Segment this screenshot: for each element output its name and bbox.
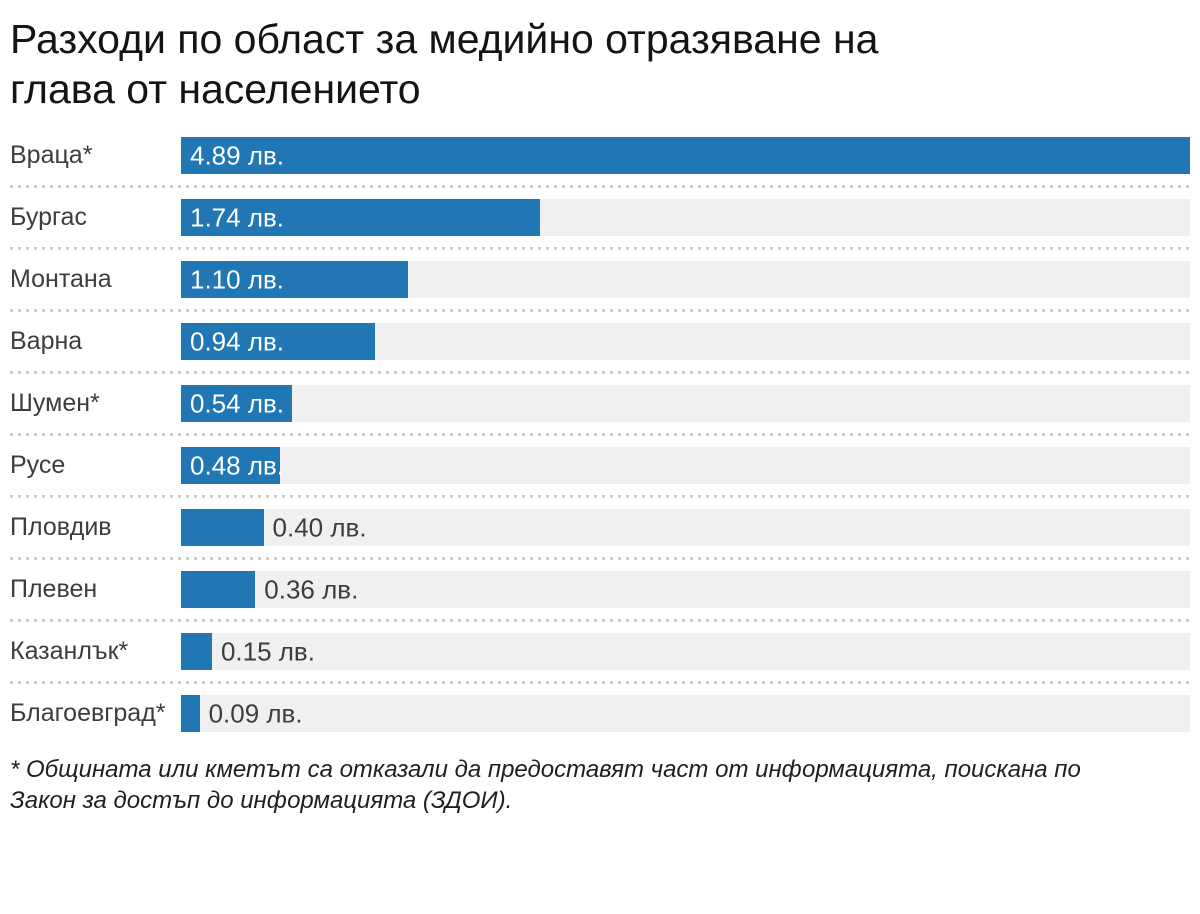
- bar: [181, 199, 541, 236]
- category-label: Пловдив: [10, 513, 112, 541]
- bar-track: 1.10 лв.: [181, 261, 1190, 298]
- category-label: Бургас: [10, 203, 87, 231]
- bar-track: 0.54 лв.: [181, 385, 1190, 422]
- bar-track: 0.48 лв.: [181, 447, 1190, 484]
- bar-track: 0.94 лв.: [181, 323, 1190, 360]
- row-separator: [10, 174, 1190, 199]
- row-separator-line: [10, 247, 1190, 250]
- bar-row: Варна 0.94 лв.: [10, 323, 1190, 360]
- bar: [181, 633, 212, 670]
- bar: [181, 385, 293, 422]
- chart-container: Разходи по област за медийно отразяване …: [0, 14, 1200, 816]
- bar-row: Шумен* 0.54 лв.: [10, 385, 1190, 422]
- category-label: Плевен: [10, 575, 98, 603]
- value-label: 0.36 лв.: [264, 574, 359, 604]
- row-separator-line: [10, 619, 1190, 622]
- bar: [181, 695, 200, 732]
- row-separator-line: [10, 185, 1190, 188]
- value-label: 0.48 лв.: [190, 450, 285, 480]
- footnote-line-2: Закон за достъп до информацията (ЗДОИ).: [10, 787, 513, 814]
- row-separator: [10, 670, 1190, 695]
- bar-row: Благоевград* 0.09 лв.: [10, 695, 1190, 732]
- value-label: 0.15 лв.: [220, 636, 315, 666]
- bar-track: 0.15 лв.: [181, 633, 1190, 670]
- bar-track: 1.74 лв.: [181, 199, 1190, 236]
- row-separator: [10, 484, 1190, 509]
- value-label: 0.94 лв.: [190, 326, 285, 356]
- category-label: Варна: [10, 327, 83, 355]
- row-separator: [10, 422, 1190, 447]
- bar-row: Пловдив 0.40 лв.: [10, 509, 1190, 546]
- row-separator-line: [10, 433, 1190, 436]
- bar-row: Бургас 1.74 лв.: [10, 199, 1190, 236]
- bar-row: Враца* 4.89 лв.: [10, 137, 1190, 174]
- category-label: Благоевград*: [10, 699, 166, 727]
- bar-track: 0.36 лв.: [181, 571, 1190, 608]
- row-separator: [10, 298, 1190, 323]
- bar: [181, 447, 281, 484]
- footnote-line-1: * Общината или кметът са отказали да пре…: [10, 756, 1081, 783]
- footnote: * Общината или кметът са отказали да пре…: [10, 754, 1190, 816]
- bar-row: Русе 0.48 лв.: [10, 447, 1190, 484]
- value-label: 1.74 лв.: [190, 202, 285, 232]
- chart-title: Разходи по област за медийно отразяване …: [10, 14, 1190, 114]
- row-separator-line: [10, 681, 1190, 684]
- row-separator-line: [10, 371, 1190, 374]
- row-separator-line: [10, 309, 1190, 312]
- category-label: Шумен*: [10, 389, 100, 417]
- row-separator: [10, 360, 1190, 385]
- row-separator: [10, 236, 1190, 261]
- bar-row: Плевен 0.36 лв.: [10, 571, 1190, 608]
- value-label: 1.10 лв.: [190, 264, 285, 294]
- bar: [181, 323, 375, 360]
- category-label: Русе: [10, 451, 66, 479]
- bar-track: 4.89 лв.: [181, 137, 1190, 174]
- category-label: Монтана: [10, 265, 112, 293]
- value-label: 0.40 лв.: [272, 512, 367, 542]
- bar: [181, 137, 1190, 174]
- row-separator: [10, 608, 1190, 633]
- chart-title-line-2: глава от населението: [10, 66, 421, 112]
- bar-chart: Враца* 4.89 лв. Бургас 1.74 лв. Монтана 1.10 …: [10, 137, 1190, 732]
- row-separator: [10, 546, 1190, 571]
- bar-track: 0.40 лв.: [181, 509, 1190, 546]
- row-separator-line: [10, 495, 1190, 498]
- bar-row: Монтана 1.10 лв.: [10, 261, 1190, 298]
- bar: [181, 571, 256, 608]
- bar-track: 0.09 лв.: [181, 695, 1190, 732]
- value-label: 0.09 лв.: [208, 698, 303, 728]
- category-label: Враца*: [10, 141, 93, 169]
- bar-row: Казанлък* 0.15 лв.: [10, 633, 1190, 670]
- bar: [181, 261, 408, 298]
- bar: [181, 509, 264, 546]
- value-label: 4.89 лв.: [190, 140, 285, 170]
- category-label: Казанлък*: [10, 637, 129, 665]
- row-separator-line: [10, 557, 1190, 560]
- value-label: 0.54 лв.: [190, 388, 285, 418]
- chart-title-line-1: Разходи по област за медийно отразяване …: [10, 16, 879, 62]
